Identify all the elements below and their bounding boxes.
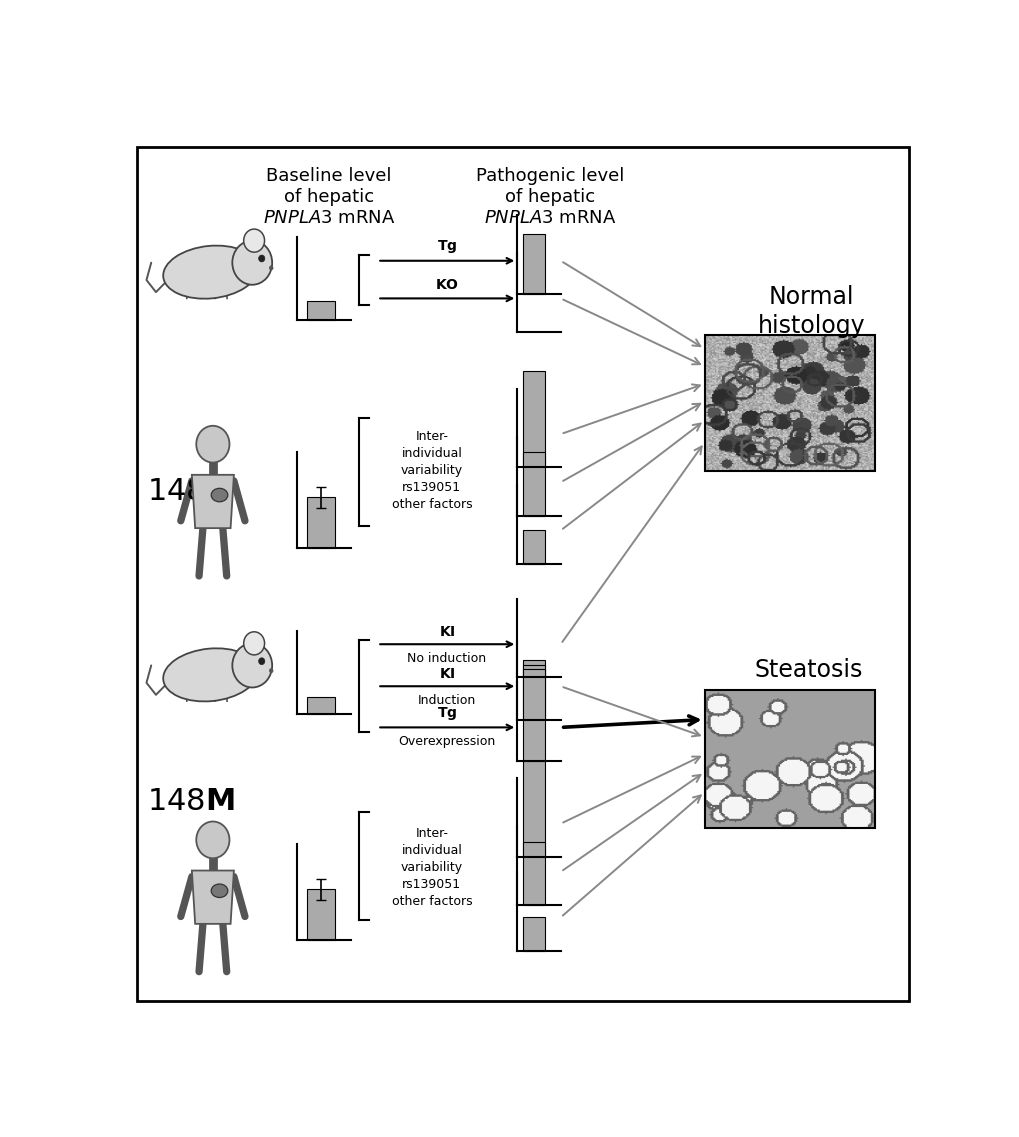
Bar [522, 234, 544, 294]
Bar [522, 669, 544, 761]
Bar [522, 659, 544, 678]
Text: Inter-
individual
variability
rs139051
other factors: Inter- individual variability rs139051 o… [391, 827, 472, 908]
Bar [522, 371, 544, 467]
Circle shape [244, 229, 264, 252]
Text: No induction: No induction [407, 653, 486, 665]
Circle shape [269, 266, 273, 271]
Text: $\mathbf{KO}$: $\mathbf{KO}$ [434, 279, 459, 292]
Text: $\mathbf{Tg}$: $\mathbf{Tg}$ [436, 705, 457, 722]
Text: $\mathbf{KI}$: $\mathbf{KI}$ [438, 667, 454, 681]
Bar [307, 497, 334, 548]
Bar [307, 889, 334, 940]
Text: Normal
histology: Normal histology [757, 284, 864, 339]
Text: Baseline level
of hepatic
$\it{PNPLA3}$ mRNA: Baseline level of hepatic $\it{PNPLA3}$ … [263, 167, 395, 226]
Text: $\mathbf{KI}$: $\mathbf{KI}$ [438, 625, 454, 639]
Bar [307, 697, 334, 714]
Circle shape [244, 632, 264, 655]
Bar [522, 843, 544, 905]
Text: Overexpression: Overexpression [397, 736, 495, 748]
Ellipse shape [163, 648, 258, 702]
Bar [307, 301, 334, 321]
Ellipse shape [211, 885, 227, 897]
Bar [704, 335, 873, 471]
Circle shape [259, 255, 265, 262]
Circle shape [196, 425, 229, 463]
Text: Inter-
individual
variability
rs139051
other factors: Inter- individual variability rs139051 o… [391, 431, 472, 512]
Circle shape [232, 241, 272, 284]
Polygon shape [192, 475, 233, 528]
Ellipse shape [163, 246, 258, 299]
Bar [522, 918, 544, 951]
Text: Induction: Induction [418, 694, 476, 707]
Circle shape [259, 658, 265, 665]
Text: Steatosis: Steatosis [754, 658, 862, 682]
Text: 148$\mathbf{I}$: 148$\mathbf{I}$ [147, 476, 216, 506]
Text: 148$\mathbf{M}$: 148$\mathbf{M}$ [147, 787, 234, 816]
Text: Pathogenic level
of hepatic
$\it{PNPLA3}$ mRNA: Pathogenic level of hepatic $\it{PNPLA3}… [476, 167, 624, 226]
Ellipse shape [211, 488, 227, 501]
Circle shape [232, 644, 272, 688]
Bar [522, 530, 544, 564]
Circle shape [269, 669, 273, 673]
Text: $\mathbf{Tg}$: $\mathbf{Tg}$ [436, 238, 457, 255]
Bar [522, 761, 544, 857]
Circle shape [196, 822, 229, 858]
Bar [522, 453, 544, 515]
Bar [522, 665, 544, 720]
Bar [704, 690, 873, 828]
Polygon shape [192, 871, 233, 924]
